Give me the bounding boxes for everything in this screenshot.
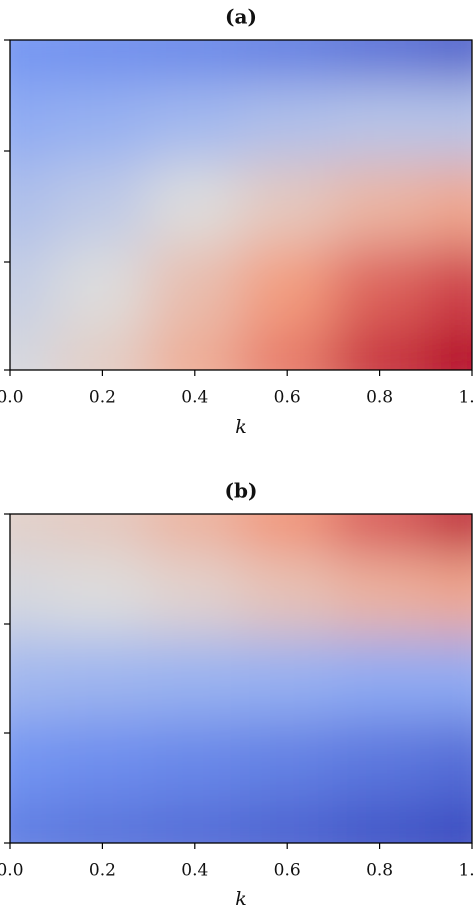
heatmap: [10, 40, 472, 370]
heatmap-cell: [10, 800, 58, 843]
x-tick-label: 0.6: [274, 388, 301, 408]
heatmap-cell: [240, 718, 335, 803]
heatmap-cell: [147, 80, 242, 165]
heatmap-cell: [147, 514, 242, 557]
heatmap-cell: [55, 636, 150, 721]
heatmap-cell: [240, 636, 335, 721]
x-tick-label: 0.4: [181, 388, 208, 408]
heatmap-cell: [147, 636, 242, 721]
heatmap-cell: [10, 245, 58, 330]
heatmap-cell: [424, 80, 472, 165]
heatmap-cell: [424, 800, 472, 843]
heatmap-cell: [332, 327, 427, 370]
heatmap-cell: [10, 80, 58, 165]
heatmap-cell: [55, 80, 150, 165]
x-tick-label: 0.8: [366, 861, 393, 881]
x-tick-label: 0.4: [181, 861, 208, 881]
x-tick-label: 0.2: [89, 388, 116, 408]
x-tick-label: 1.0: [458, 861, 474, 881]
x-tick-label: 0.2: [89, 861, 116, 881]
heatmap-cell: [147, 554, 242, 639]
heatmap-cell: [332, 514, 427, 557]
heatmap-cell: [332, 80, 427, 165]
heatmap-cells: [10, 40, 472, 370]
heatmap-cell: [240, 80, 335, 165]
heatmap-cell: [10, 718, 58, 803]
heatmap-cell: [55, 40, 150, 83]
plot-frame: [9, 513, 473, 844]
heatmap-cell: [55, 245, 150, 330]
heatmap-cell: [240, 554, 335, 639]
heatmap-cell: [332, 162, 427, 248]
heatmap-cell: [55, 514, 150, 557]
x-axis-label: k: [235, 416, 247, 438]
heatmap-cell: [240, 800, 335, 843]
heatmap-cell: [147, 718, 242, 803]
heatmap-cell: [424, 245, 472, 330]
heatmap-cell: [10, 40, 58, 83]
heatmap-cell: [10, 636, 58, 721]
heatmap-cell: [55, 718, 150, 803]
heatmap-cell: [147, 40, 242, 83]
chart-title: (a): [225, 5, 257, 29]
heatmap-cell: [332, 800, 427, 843]
heatmap-cell: [147, 245, 242, 330]
chart-title: (b): [225, 479, 258, 503]
x-tick-label: 1.0: [458, 388, 474, 408]
heatmap-cell: [332, 40, 427, 83]
plot-frame: [9, 39, 473, 371]
heatmap-cell: [55, 327, 150, 370]
heatmap-cell: [55, 162, 150, 248]
heatmap-cell: [147, 800, 242, 843]
x-axis-label: k: [235, 888, 247, 910]
x-tick-label: 0.8: [366, 388, 393, 408]
heatmap-cell: [10, 514, 58, 557]
heatmap-cell: [240, 162, 335, 248]
heatmap-cell: [424, 554, 472, 639]
heatmap-cell: [240, 327, 335, 370]
heatmap-cell: [332, 718, 427, 803]
heatmap-cell: [147, 327, 242, 370]
heatmap-cell: [240, 245, 335, 330]
heatmap-cell: [10, 327, 58, 370]
x-tick-label: 0.6: [274, 861, 301, 881]
x-tick-label: 0.0: [0, 388, 24, 408]
heatmap-cell: [424, 40, 472, 83]
heatmap-cells: [10, 514, 472, 843]
heatmap-cell: [240, 40, 335, 83]
heatmap-cell: [424, 514, 472, 557]
heatmap: [10, 514, 472, 843]
heatmap-cell: [55, 800, 150, 843]
heatmap-cell: [332, 636, 427, 721]
heatmap-cell: [10, 554, 58, 639]
heatmap-cell: [424, 718, 472, 803]
heatmap-cell: [240, 514, 335, 557]
y-ticks: [4, 39, 10, 844]
heatmap-cell: [424, 327, 472, 370]
heatmap-cell: [10, 162, 58, 248]
heatmap-cell: [424, 162, 472, 248]
x-tick-label: 0.0: [0, 861, 24, 881]
heatmap-cell: [55, 554, 150, 639]
heatmap-cell: [424, 636, 472, 721]
heatmap-cell: [147, 162, 242, 248]
heatmap-cell: [332, 245, 427, 330]
heatmap-cell: [332, 554, 427, 639]
